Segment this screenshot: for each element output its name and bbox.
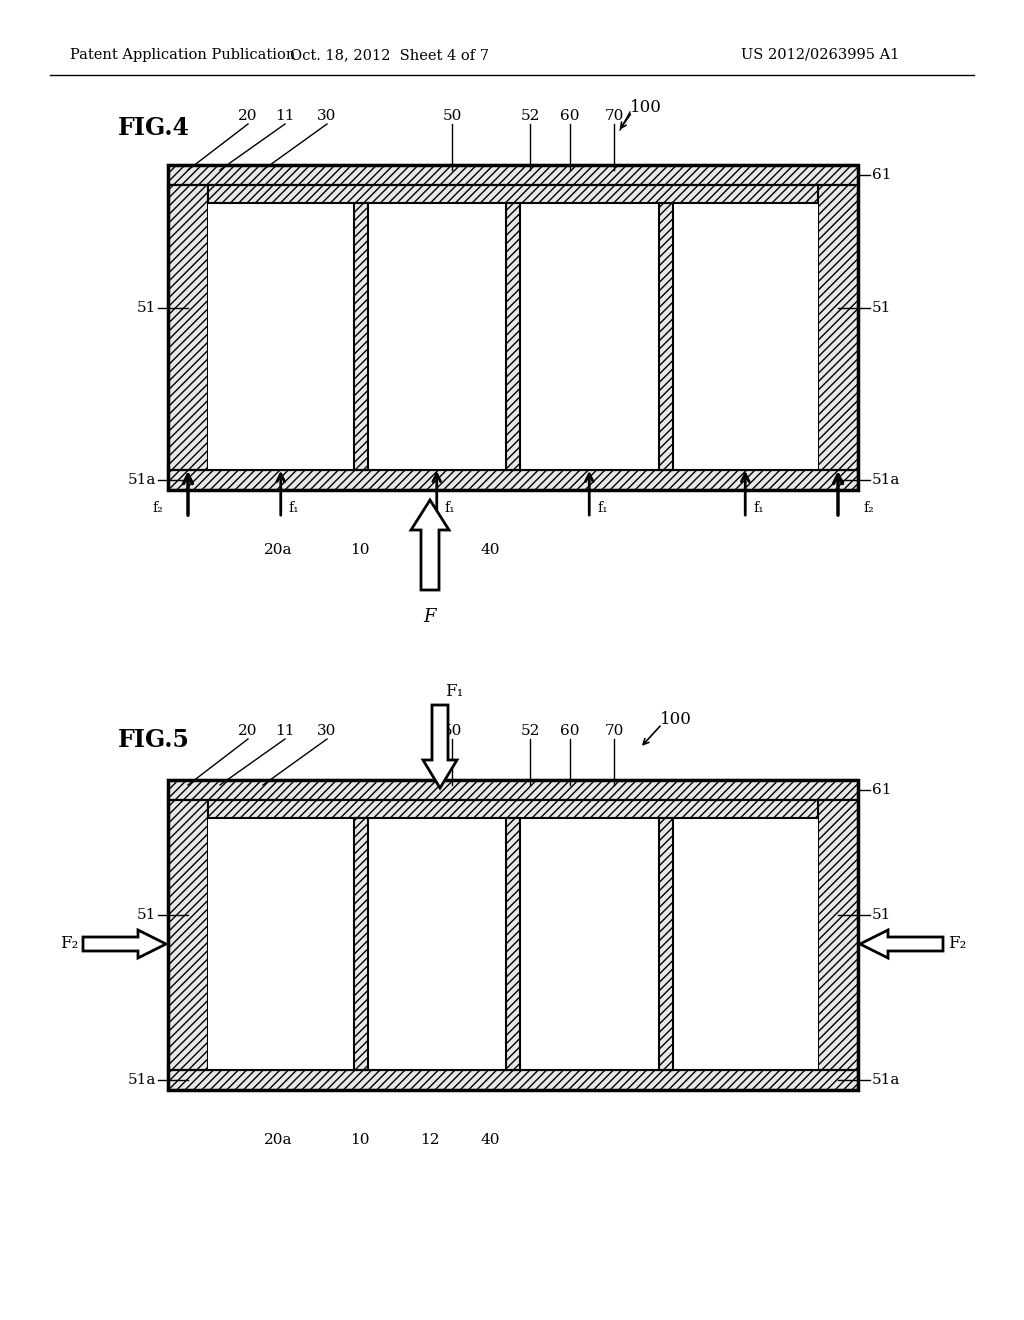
- Text: 51a: 51a: [872, 473, 900, 487]
- Bar: [673, 203, 818, 470]
- Text: 70: 70: [604, 723, 624, 738]
- Text: f₁: f₁: [597, 502, 608, 515]
- Bar: [368, 818, 506, 1071]
- FancyArrow shape: [423, 705, 457, 788]
- Text: 10: 10: [350, 1133, 370, 1147]
- Text: 51: 51: [136, 301, 156, 314]
- Bar: [208, 818, 353, 1071]
- Bar: [208, 800, 818, 818]
- Text: 40: 40: [480, 1133, 500, 1147]
- Text: f₁: f₁: [289, 502, 299, 515]
- Bar: [658, 203, 673, 470]
- Text: 100: 100: [660, 711, 692, 729]
- Text: 60: 60: [560, 723, 580, 738]
- Text: 40: 40: [480, 543, 500, 557]
- Text: Patent Application Publication: Patent Application Publication: [70, 48, 295, 62]
- Bar: [520, 203, 658, 470]
- Text: 50: 50: [442, 723, 462, 738]
- Text: Oct. 18, 2012  Sheet 4 of 7: Oct. 18, 2012 Sheet 4 of 7: [291, 48, 489, 62]
- Text: 10: 10: [350, 543, 370, 557]
- Bar: [506, 818, 520, 1071]
- Text: 51: 51: [872, 908, 891, 921]
- Bar: [208, 185, 818, 203]
- Text: 51a: 51a: [872, 1073, 900, 1086]
- Bar: [168, 165, 858, 185]
- Text: f₁: f₁: [754, 502, 764, 515]
- Text: F₂: F₂: [59, 936, 78, 953]
- Text: 20a: 20a: [264, 1133, 292, 1147]
- Text: 30: 30: [317, 723, 337, 738]
- Text: FIG.5: FIG.5: [118, 729, 189, 752]
- Bar: [168, 1071, 858, 1090]
- Bar: [368, 203, 506, 470]
- Text: F₁: F₁: [445, 682, 463, 700]
- Text: 51: 51: [136, 908, 156, 921]
- Bar: [168, 780, 858, 1090]
- Text: FIG.4: FIG.4: [118, 116, 190, 140]
- Text: 12: 12: [420, 543, 439, 557]
- Text: 61: 61: [872, 783, 892, 797]
- Bar: [208, 203, 353, 470]
- Text: 51: 51: [872, 301, 891, 314]
- Text: 11: 11: [275, 723, 295, 738]
- Bar: [168, 185, 208, 470]
- Text: 30: 30: [317, 110, 337, 123]
- Bar: [673, 818, 818, 1071]
- Bar: [168, 780, 858, 800]
- Text: f₂: f₂: [863, 502, 873, 515]
- Text: 20: 20: [239, 110, 258, 123]
- Text: 12: 12: [420, 1133, 439, 1147]
- Bar: [818, 185, 858, 470]
- Text: F: F: [424, 609, 436, 626]
- FancyArrow shape: [411, 500, 449, 590]
- Bar: [168, 470, 858, 490]
- Text: 52: 52: [520, 110, 540, 123]
- Text: 51a: 51a: [128, 1073, 156, 1086]
- Text: 52: 52: [520, 723, 540, 738]
- Text: 11: 11: [275, 110, 295, 123]
- Text: 60: 60: [560, 110, 580, 123]
- Text: F₂: F₂: [948, 936, 967, 953]
- Text: 50: 50: [442, 110, 462, 123]
- Bar: [506, 203, 520, 470]
- Text: 61: 61: [872, 168, 892, 182]
- Bar: [818, 800, 858, 1071]
- FancyArrow shape: [860, 931, 943, 958]
- Text: f₂: f₂: [153, 502, 163, 515]
- Bar: [353, 203, 368, 470]
- Text: 20: 20: [239, 723, 258, 738]
- Text: US 2012/0263995 A1: US 2012/0263995 A1: [740, 48, 899, 62]
- Text: 20a: 20a: [264, 543, 292, 557]
- Text: 70: 70: [604, 110, 624, 123]
- Text: f₁: f₁: [444, 502, 456, 515]
- Bar: [658, 818, 673, 1071]
- FancyArrow shape: [83, 931, 166, 958]
- Bar: [168, 800, 208, 1071]
- Bar: [168, 165, 858, 490]
- Text: 100: 100: [630, 99, 662, 116]
- Text: 51a: 51a: [128, 473, 156, 487]
- Bar: [353, 818, 368, 1071]
- Bar: [520, 818, 658, 1071]
